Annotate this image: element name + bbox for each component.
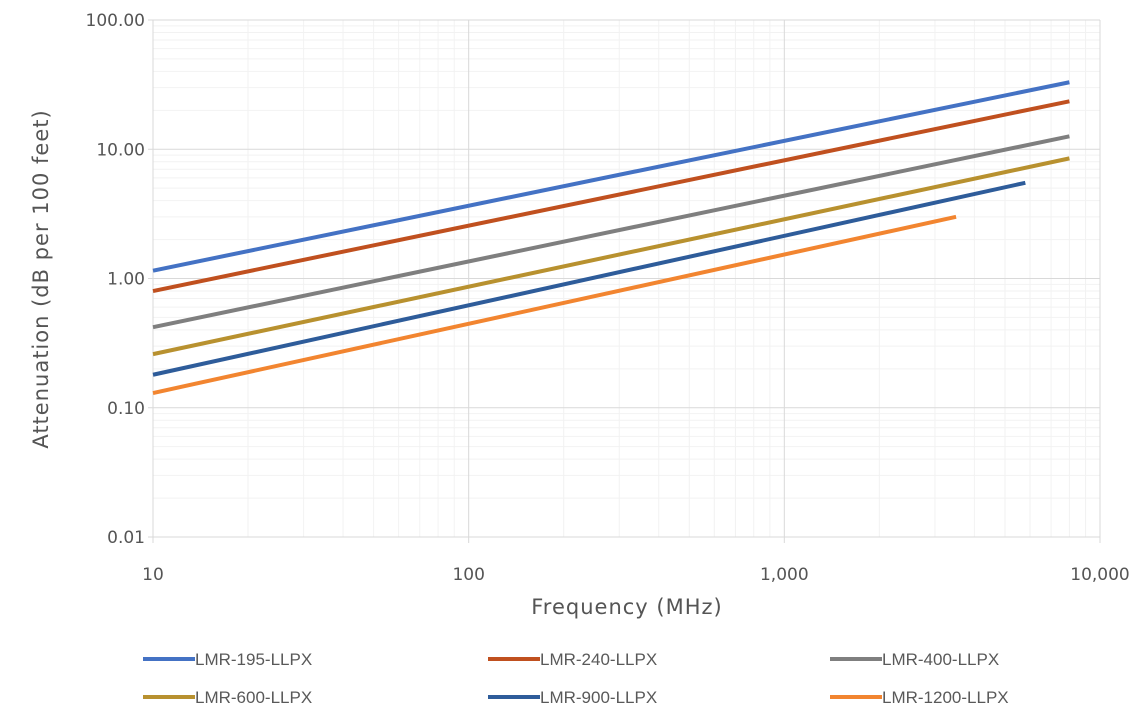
series-line-lmr-1200-llpx (152, 214, 957, 395)
y-axis-tick-labels: 100.00 10.00 1.00 0.10 0.01 (86, 11, 145, 548)
x-tick-label: 10,000 (1070, 565, 1129, 585)
legend-item-lmr-240-llpx: LMR-240-LLPX (488, 650, 657, 669)
series-lines (152, 80, 1070, 395)
x-tick-label: 1,000 (760, 565, 809, 585)
legend-item-lmr-600-llpx: LMR-600-LLPX (143, 688, 312, 707)
legend-item-lmr-1200-llpx: LMR-1200-LLPX (830, 688, 1009, 707)
x-axis-title: Frequency (MHz) (531, 595, 722, 619)
y-tick-label: 0.10 (107, 399, 145, 419)
y-tick-label: 100.00 (86, 11, 145, 31)
y-tick-label: 1.00 (107, 270, 145, 290)
legend: LMR-195-LLPX LMR-240-LLPX LMR-400-LLPX LMR-… (143, 650, 1009, 707)
series-line-lmr-240-llpx (152, 99, 1070, 293)
legend-label: LMR-400-LLPX (882, 650, 999, 669)
x-axis-tick-labels: 10 100 1,000 10,000 (142, 565, 1130, 585)
y-tick-label: 0.01 (107, 528, 145, 548)
legend-label: LMR-600-LLPX (195, 688, 312, 707)
series-line-lmr-900-llpx (152, 180, 1026, 377)
x-tick-label: 10 (142, 565, 164, 585)
series-line-lmr-195-llpx (152, 80, 1070, 273)
major-grid (148, 19, 1101, 543)
legend-item-lmr-400-llpx: LMR-400-LLPX (830, 650, 999, 669)
legend-label: LMR-900-LLPX (540, 688, 657, 707)
y-axis-title: Attenuation (dB per 100 feet) (29, 109, 53, 448)
series-line-lmr-600-llpx (152, 156, 1070, 357)
series-line-lmr-400-llpx (152, 134, 1070, 330)
legend-label: LMR-195-LLPX (195, 650, 312, 669)
legend-item-lmr-195-llpx: LMR-195-LLPX (143, 650, 312, 669)
legend-item-lmr-900-llpx: LMR-900-LLPX (488, 688, 657, 707)
legend-label: LMR-1200-LLPX (882, 688, 1009, 707)
legend-label: LMR-240-LLPX (540, 650, 657, 669)
y-tick-label: 10.00 (96, 140, 145, 160)
x-tick-label: 100 (452, 565, 484, 585)
